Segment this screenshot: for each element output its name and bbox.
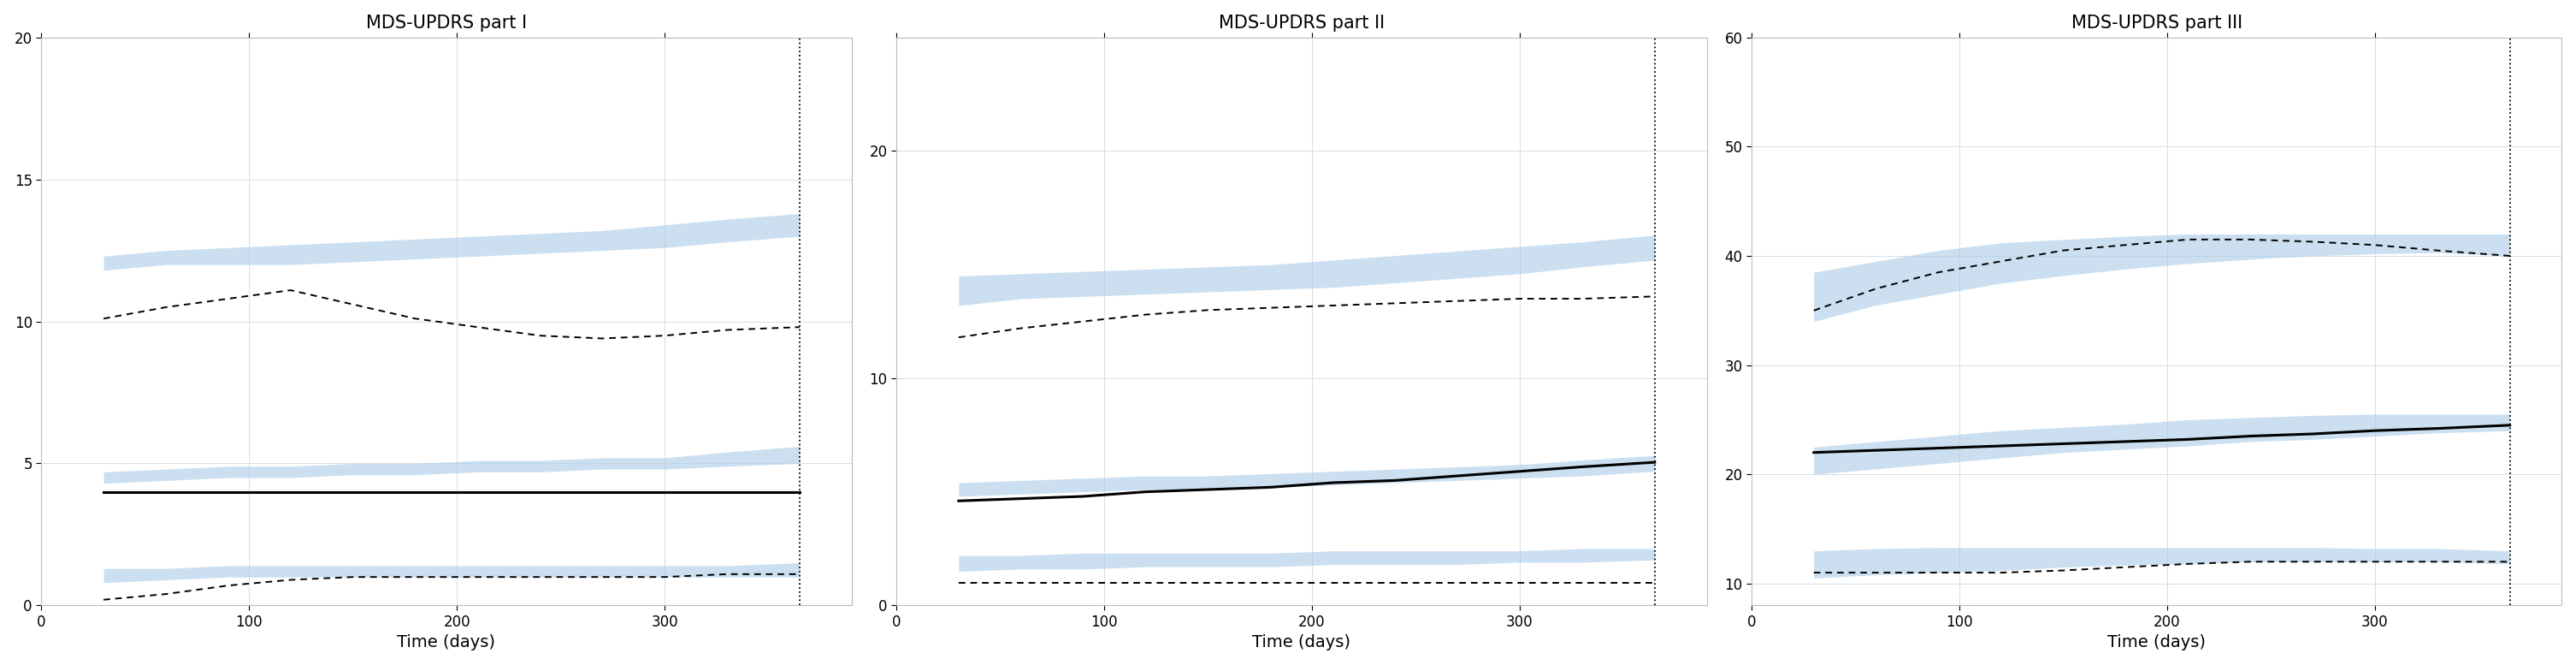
Title: MDS-UPDRS part I: MDS-UPDRS part I (366, 14, 528, 31)
Title: MDS-UPDRS part III: MDS-UPDRS part III (2071, 14, 2241, 31)
Title: MDS-UPDRS part II: MDS-UPDRS part II (1218, 14, 1383, 31)
X-axis label: Time (days): Time (days) (2107, 634, 2205, 651)
X-axis label: Time (days): Time (days) (397, 634, 495, 651)
X-axis label: Time (days): Time (days) (1252, 634, 1350, 651)
